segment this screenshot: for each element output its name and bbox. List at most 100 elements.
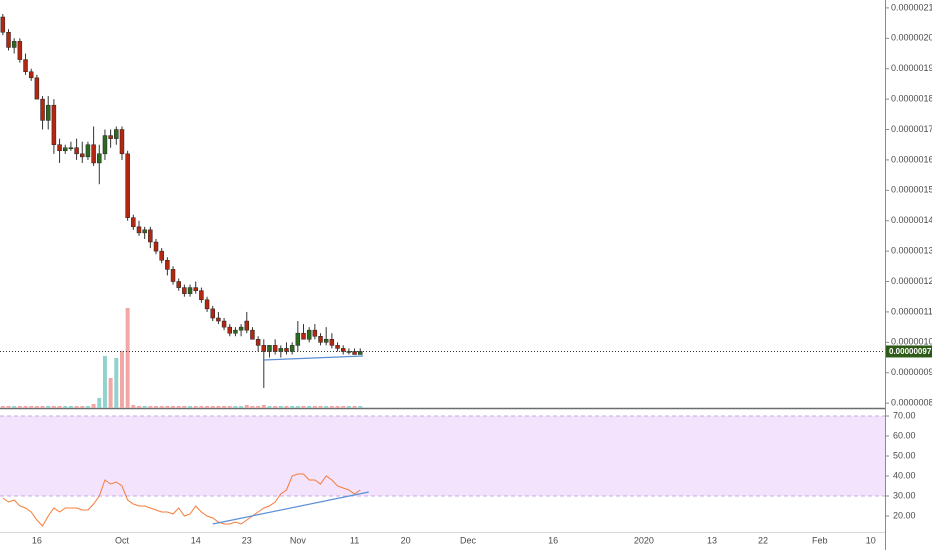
candle-body bbox=[182, 287, 187, 294]
volume-bar bbox=[29, 406, 34, 408]
volume-bar bbox=[131, 405, 136, 408]
candle-body bbox=[28, 71, 34, 79]
volume-bar bbox=[301, 406, 306, 408]
candle-body bbox=[125, 153, 130, 218]
volume-bar bbox=[352, 406, 357, 408]
volume-bar bbox=[205, 406, 210, 408]
volume-bar bbox=[23, 406, 28, 408]
candle-body bbox=[68, 147, 74, 150]
y-tick-label: 0.00000080 bbox=[891, 398, 932, 408]
x-tick-label: 16 bbox=[32, 535, 42, 545]
volume-bar bbox=[6, 406, 11, 408]
candle-body bbox=[250, 329, 255, 340]
volume-bar bbox=[142, 406, 147, 408]
candle-body bbox=[153, 241, 159, 252]
candle-body bbox=[63, 147, 68, 152]
volume-bar bbox=[329, 406, 334, 408]
volume-bar bbox=[210, 406, 215, 408]
candle-body bbox=[0, 16, 6, 33]
x-tick-label: Oct bbox=[115, 535, 130, 545]
candle-body bbox=[210, 308, 215, 319]
candle-body bbox=[272, 345, 278, 352]
volume-bar bbox=[278, 406, 283, 408]
volume-bar bbox=[40, 406, 45, 408]
candle-body bbox=[216, 317, 221, 322]
volume-bar bbox=[17, 406, 22, 408]
rsi-line bbox=[2, 473, 361, 527]
volume-bar bbox=[312, 406, 317, 408]
candle-body bbox=[221, 320, 227, 328]
volume-bar bbox=[256, 406, 261, 408]
candle-body bbox=[176, 281, 181, 288]
candle-body bbox=[85, 144, 91, 158]
candle-body bbox=[227, 326, 232, 334]
volume-bar bbox=[199, 406, 204, 408]
candle-body bbox=[295, 332, 301, 346]
x-tick-label: 14 bbox=[191, 535, 201, 545]
volume-bar bbox=[193, 406, 198, 408]
volume-bar bbox=[85, 406, 90, 408]
x-tick-label: 10 bbox=[866, 535, 876, 545]
volume-bar bbox=[284, 406, 289, 408]
volume-bar bbox=[125, 308, 130, 408]
volume-bar bbox=[239, 406, 244, 408]
volume-bar bbox=[227, 406, 232, 408]
x-tick-label: Dec bbox=[460, 535, 477, 545]
volume-bar bbox=[222, 406, 227, 408]
volume-bar bbox=[114, 358, 119, 408]
volume-bar bbox=[148, 406, 153, 408]
candle-body bbox=[40, 98, 45, 121]
volume-bar bbox=[12, 406, 17, 408]
rsi-tick-label: 20.00 bbox=[893, 510, 916, 520]
x-tick-label: 20 bbox=[401, 535, 411, 545]
candle-body bbox=[238, 326, 244, 331]
x-tick-label: 2020 bbox=[634, 535, 654, 545]
x-tick-label: Feb bbox=[812, 535, 828, 545]
volume-bar bbox=[171, 406, 176, 408]
candle-body bbox=[6, 31, 11, 48]
volume-bar bbox=[0, 406, 5, 408]
volume-bar bbox=[80, 406, 85, 408]
volume-bar bbox=[137, 406, 141, 408]
candle-body bbox=[335, 345, 340, 349]
volume-bar bbox=[188, 406, 193, 408]
candle-body bbox=[11, 41, 17, 48]
volume-bar bbox=[102, 356, 107, 408]
volume-bar bbox=[295, 406, 300, 408]
volume-bar bbox=[119, 351, 124, 408]
candle-body bbox=[119, 129, 125, 155]
volume-bar bbox=[290, 406, 295, 408]
candle-body bbox=[17, 41, 23, 60]
volume-bar bbox=[108, 378, 113, 408]
candle-body bbox=[199, 290, 204, 301]
last-price-label: 0.00000097 bbox=[889, 347, 932, 356]
candle-body bbox=[80, 153, 85, 158]
x-tick-label: 22 bbox=[758, 535, 768, 545]
volume-bar bbox=[341, 406, 346, 408]
candle-body bbox=[74, 147, 79, 155]
volume-bar bbox=[68, 406, 73, 408]
candle-body bbox=[45, 104, 51, 121]
candle-body bbox=[97, 153, 102, 164]
candle-body bbox=[323, 339, 329, 343]
volume-bar bbox=[74, 406, 79, 408]
candle-body bbox=[102, 135, 108, 155]
rsi-tick-label: 30.00 bbox=[893, 490, 916, 500]
volume-bar bbox=[318, 406, 323, 408]
volume-bar bbox=[307, 406, 312, 408]
rsi-band bbox=[0, 416, 885, 496]
volume-bar bbox=[154, 406, 158, 408]
rsi-tick-label: 50.00 bbox=[893, 450, 916, 460]
x-tick-label: 16 bbox=[548, 535, 558, 545]
x-tick-label: 23 bbox=[242, 535, 252, 545]
candle-body bbox=[233, 329, 238, 334]
x-tick-label: Nov bbox=[290, 535, 307, 545]
